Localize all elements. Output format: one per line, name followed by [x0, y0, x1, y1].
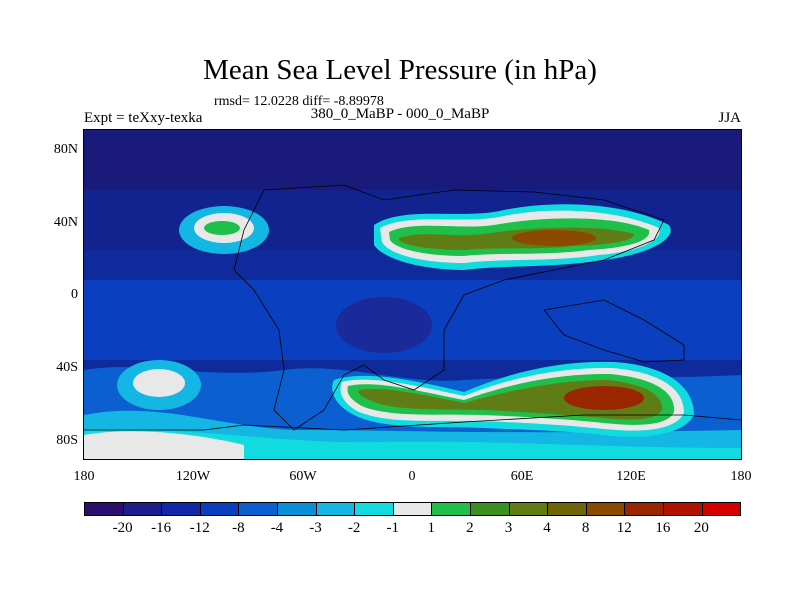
lon-label: 60E: [510, 469, 534, 484]
antarctic-edge: [84, 429, 741, 459]
north-high-core: [512, 230, 596, 246]
south-high-core: [564, 386, 644, 410]
colorbar-segment: [276, 502, 317, 516]
colorbar-segment: [354, 502, 394, 516]
season-label: JJA: [718, 110, 741, 126]
lat-label: 80S: [56, 433, 78, 448]
experiment-label: Expt = teXxy-texka: [84, 110, 203, 126]
colorbar-segment: [122, 502, 163, 516]
colorbar-segment: [662, 502, 703, 516]
colorbar-label: 4: [543, 520, 551, 536]
colorbar-label: 2: [466, 520, 474, 536]
colorbar-label: 20: [693, 520, 709, 536]
colorbar-segment: [161, 502, 201, 516]
lon-label: 180: [730, 469, 752, 484]
colorbar-label: -8: [232, 520, 245, 536]
lat-label: 80N: [53, 142, 78, 157]
lon-label: 120W: [175, 469, 211, 484]
lat-label: 0: [71, 287, 78, 302]
colorbar: [84, 502, 742, 516]
rmsd-diff-stats: rmsd= 12.0228 diff= -8.89978: [214, 94, 384, 109]
colorbar-segment: [701, 502, 742, 516]
colorbar-label: -3: [309, 520, 322, 536]
west-high-core: [204, 221, 240, 235]
colorbar-segment: [431, 502, 471, 516]
colorbar-segment: [624, 502, 664, 516]
lon-label: 120E: [616, 469, 646, 484]
colorbar-label: 12: [616, 520, 632, 536]
paleo-island-outline: [543, 299, 685, 363]
antarctic-white: [84, 431, 244, 459]
colorbar-label: 8: [581, 520, 590, 536]
colorbar-label: 16: [655, 520, 671, 536]
colorbar-segment: [199, 502, 240, 516]
arctic-low-band: [84, 130, 741, 190]
colorbar-label: 3: [504, 520, 513, 536]
colorbar-label: 1: [427, 520, 436, 536]
colorbar-label: -12: [189, 520, 210, 536]
lon-label: 0: [408, 469, 416, 484]
colorbar-segment: [585, 502, 626, 516]
colorbar-label: -2: [347, 520, 361, 536]
colorbar-segment: [547, 502, 587, 516]
colorbar-segment: [238, 502, 278, 516]
pressure-field-svg: [84, 130, 741, 459]
colorbar-label: -1: [386, 520, 399, 536]
equatorial-low: [336, 297, 432, 353]
colorbar-label: -4: [270, 520, 284, 536]
antarctic-outline: [84, 414, 741, 431]
colorbar-segment: [315, 502, 356, 516]
colorbar-label: -20: [112, 520, 133, 536]
lon-label: 180: [73, 469, 95, 484]
lat-label: 40N: [53, 215, 78, 230]
lat-label: 40S: [56, 360, 78, 375]
south-pacific-high-core: [133, 369, 185, 397]
pressure-map: [83, 129, 742, 460]
lon-label: 60W: [289, 469, 317, 484]
paleo-continent-outline: [233, 184, 665, 431]
colorbar-segment: [84, 502, 124, 516]
colorbar-label: -16: [151, 520, 172, 536]
colorbar-segment: [469, 502, 510, 516]
colorbar-segment: [508, 502, 549, 516]
colorbar-segment: [392, 502, 433, 516]
period-label: 380_0_MaBP - 000_0_MaBP: [310, 106, 490, 122]
chart-title: Mean Sea Level Pressure (in hPa): [203, 54, 597, 86]
